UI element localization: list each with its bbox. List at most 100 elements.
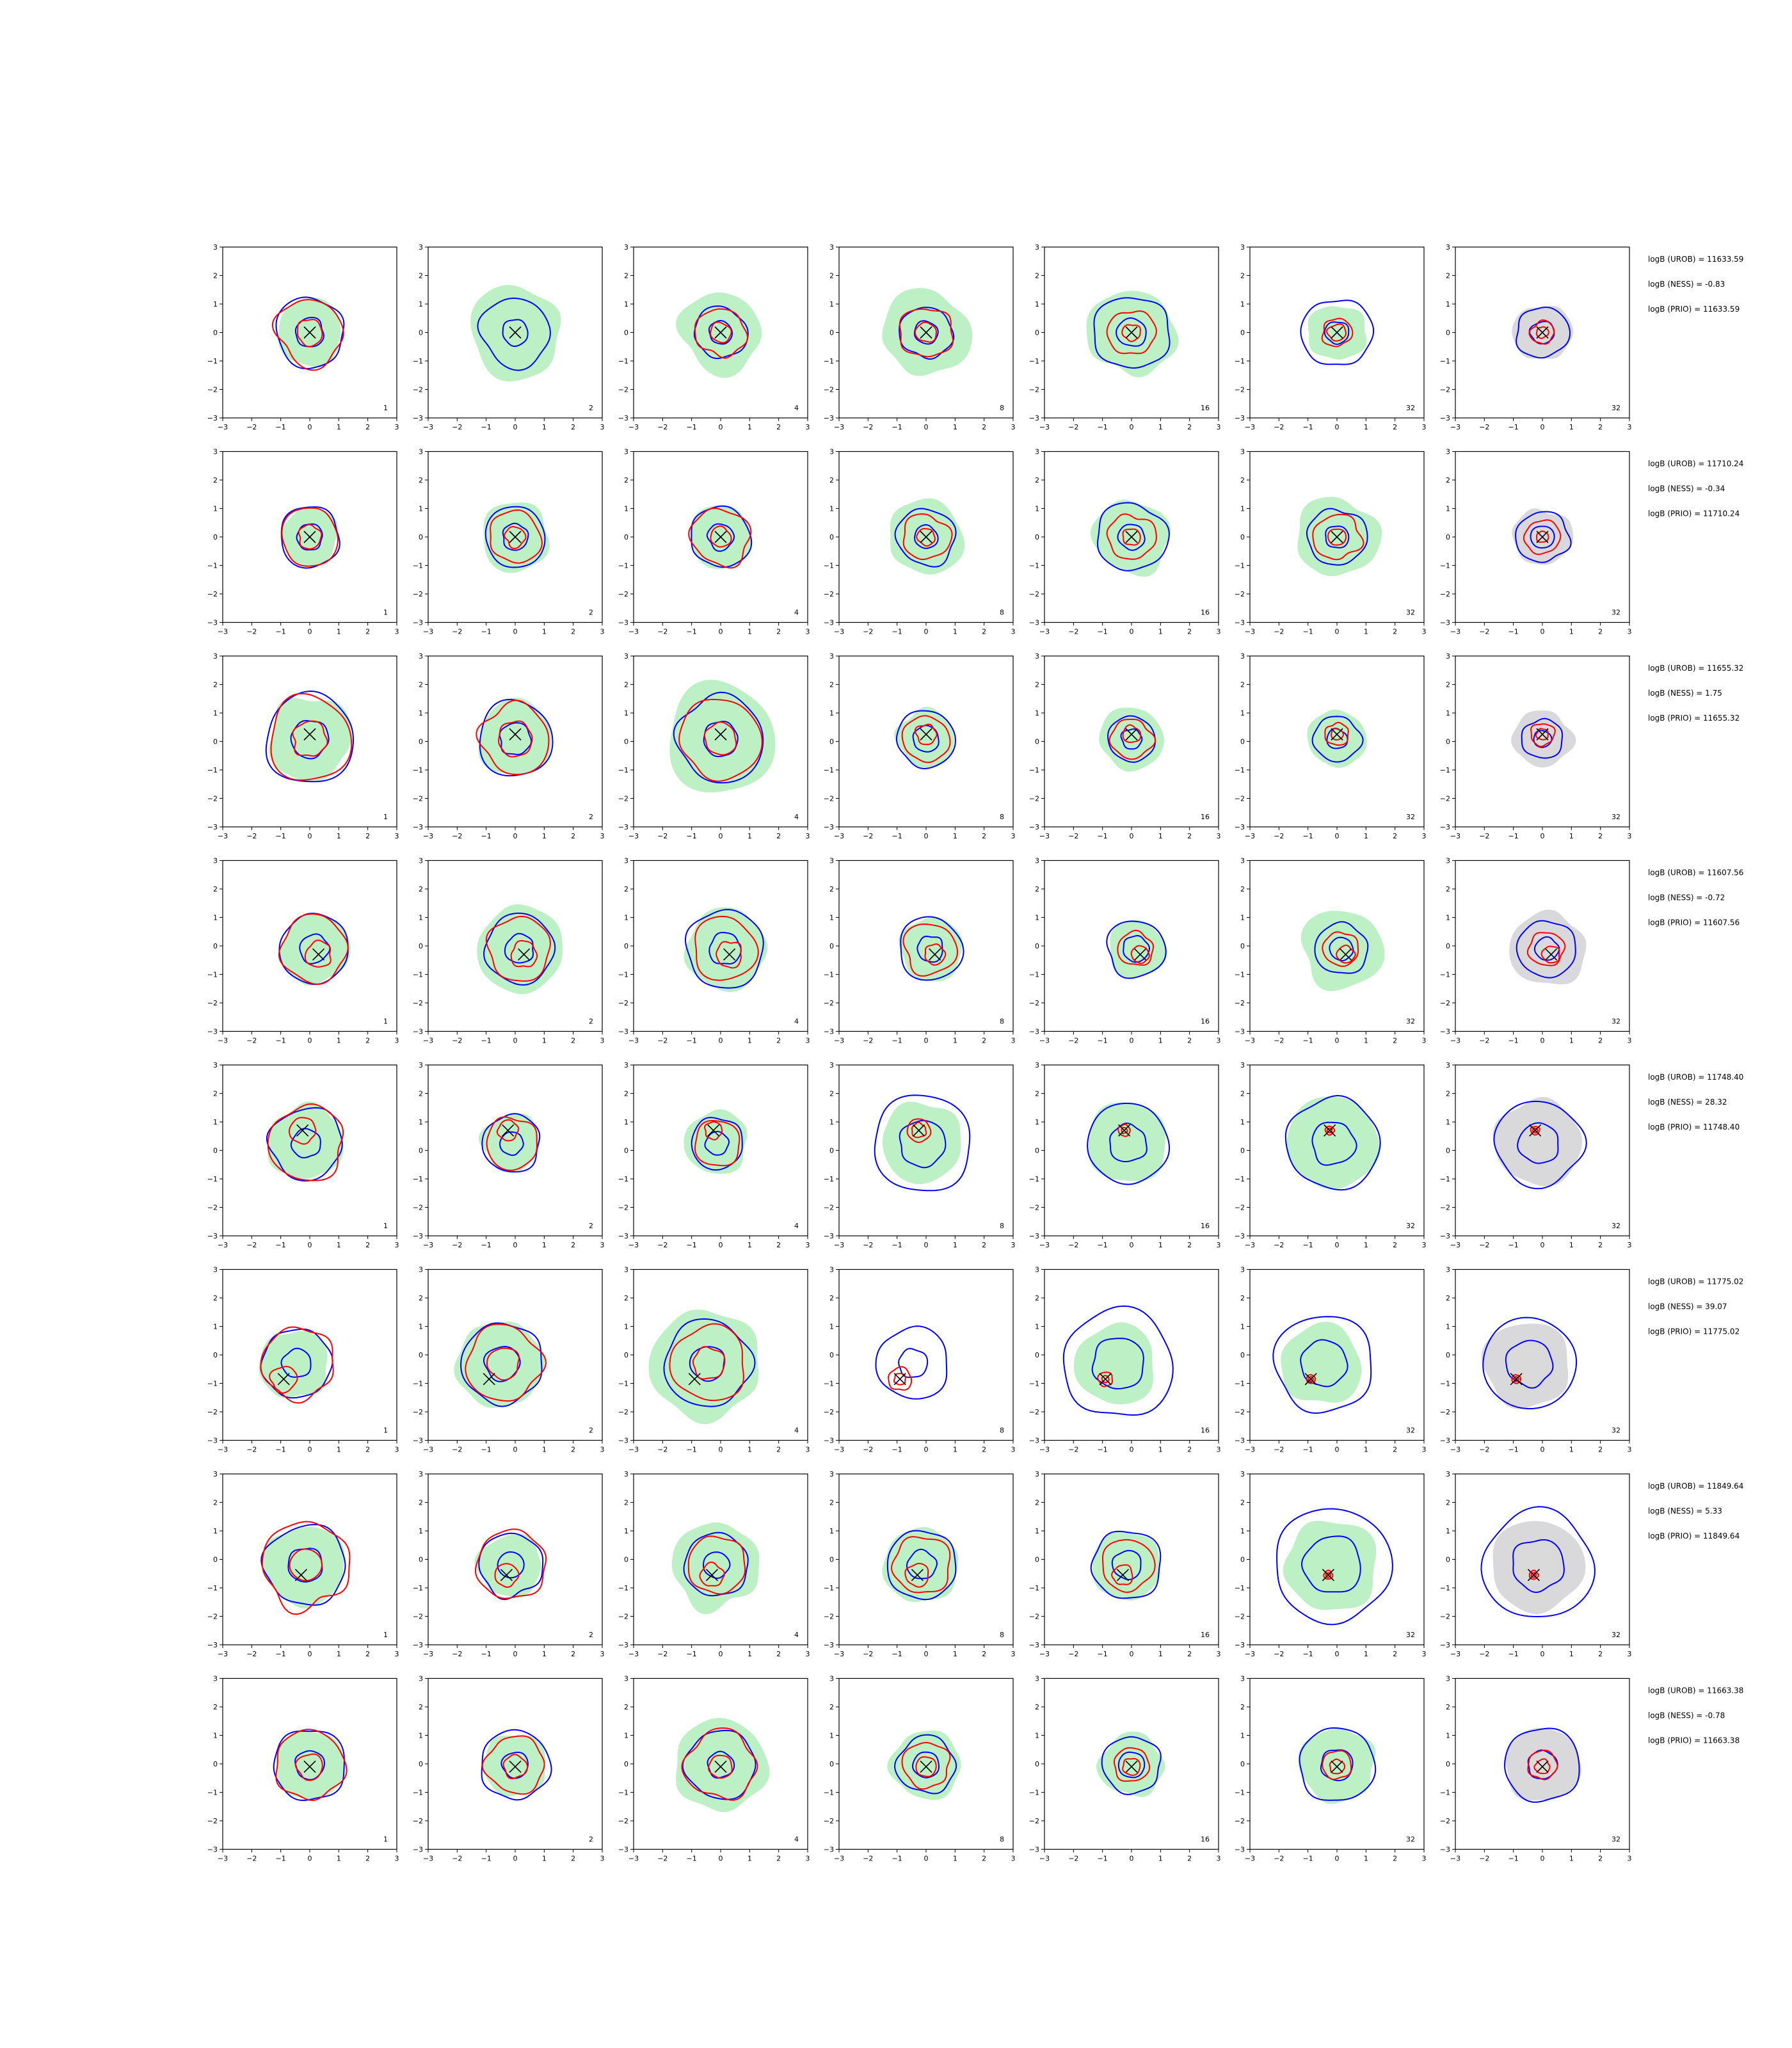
y-tick-label: 0: [829, 942, 834, 950]
panel-plot-area: [474, 1528, 547, 1601]
x-tick-label: 0: [1130, 1650, 1134, 1658]
y-tick-label: −1: [1029, 1175, 1039, 1183]
y-tick-label: 1: [829, 505, 834, 513]
y-tick-label: −2: [1235, 1204, 1245, 1212]
y-tick-label: 3: [1240, 448, 1245, 456]
x-tick-label: 0: [719, 1241, 723, 1249]
panel-plot-area: [1099, 707, 1164, 772]
robust-contour-line: [261, 1521, 351, 1615]
robust-contour-line: [1322, 931, 1359, 967]
x-tick-label: −3: [834, 1037, 844, 1045]
y-tick-label: 0: [1240, 533, 1245, 541]
x-tick-label: −1: [1303, 423, 1313, 431]
unrobust-contour-line: [502, 522, 529, 551]
panel-sample-tag: 32: [1612, 404, 1620, 412]
true-value-marker: [1536, 1760, 1549, 1773]
robust-contour-line: [1536, 530, 1549, 543]
x-tick-label: −2: [863, 423, 873, 431]
y-tick-label: −2: [207, 386, 218, 394]
robust-contour-line: [703, 721, 737, 756]
x-tick-label: 1: [542, 1037, 547, 1045]
x-tick-label: 3: [395, 628, 399, 636]
y-tick-label: −1: [1235, 562, 1245, 570]
y-tick-label: 1: [1035, 1118, 1039, 1126]
filled-density-inner: [495, 1552, 524, 1580]
y-tick-label: 1: [829, 300, 834, 308]
x-tick-label: −1: [481, 1650, 492, 1658]
x-tick-label: 1: [337, 1037, 341, 1045]
filled-density-inner: [1109, 1124, 1146, 1162]
x-tick-label: 3: [395, 1446, 399, 1454]
y-tick-label: −3: [413, 1437, 423, 1445]
y-tick-label: 0: [213, 738, 218, 746]
panel: −3 −2 −1 0 1 2 3 3 2 1 0 −1 −2 −3 16: [1029, 448, 1221, 636]
x-tick-label: −2: [1068, 1241, 1078, 1249]
x-tick-label: −2: [863, 1037, 873, 1045]
true-value-marker: [714, 531, 727, 543]
robust-contour-line: [485, 915, 551, 982]
x-tick-label: 0: [1540, 1855, 1545, 1863]
true-value-marker: [1340, 948, 1352, 961]
x-tick-label: −2: [1479, 628, 1489, 636]
y-tick-label: 0: [419, 1351, 423, 1359]
true-value-marker: [303, 326, 316, 339]
y-tick-label: −3: [618, 1232, 628, 1240]
panel-plot-area: [454, 1322, 547, 1408]
panel-sample-tag: 2: [589, 1631, 593, 1639]
x-tick-label: 3: [600, 1241, 605, 1249]
panel: −3 −2 −1 0 1 2 3 3 2 1 0 −1 −2 −3 1: [207, 1470, 399, 1658]
y-tick-label: 1: [1240, 1527, 1245, 1535]
x-tick-label: 1: [1158, 1446, 1163, 1454]
x-tick-label: 2: [776, 1650, 781, 1658]
x-tick-label: −2: [1068, 628, 1078, 636]
x-tick-label: −2: [452, 1241, 462, 1249]
y-tick-label: 3: [624, 448, 628, 456]
x-tick-label: 0: [308, 1650, 312, 1658]
y-tick-label: −1: [1440, 1789, 1450, 1797]
x-tick-label: −3: [1039, 1855, 1050, 1863]
x-tick-label: 1: [748, 1446, 752, 1454]
x-tick-label: 2: [571, 628, 575, 636]
x-tick-label: −2: [657, 628, 668, 636]
row-stat-label: logB (PRIO) = 11663.38: [1648, 1736, 1740, 1745]
panel: −3 −2 −1 0 1 2 3 3 2 1 0 −1 −2 −3 16: [1029, 1266, 1221, 1454]
x-tick-label: 2: [365, 1650, 370, 1658]
x-tick-label: 3: [600, 1446, 605, 1454]
panel-plot-area: [1511, 710, 1576, 768]
unrobust-contour-line: [1106, 920, 1167, 979]
x-tick-label: 3: [600, 1650, 605, 1658]
robust-contour-line: [1528, 319, 1555, 345]
unrobust-contour-line: [895, 710, 956, 770]
y-tick-label: 1: [1446, 1732, 1450, 1740]
y-tick-label: −3: [1235, 1437, 1245, 1445]
y-tick-label: 0: [1240, 1760, 1245, 1768]
x-tick-label: 1: [1364, 1446, 1368, 1454]
x-tick-label: −1: [1098, 423, 1108, 431]
robust-contour-line: [1106, 310, 1157, 355]
panel: −3 −2 −1 0 1 2 3 3 2 1 0 −1 −2 −3 8: [824, 1266, 1016, 1454]
x-tick-label: 1: [337, 1650, 341, 1658]
y-tick-label: 3: [213, 243, 218, 252]
true-value-marker: [1099, 1373, 1112, 1386]
y-tick-label: 0: [1035, 329, 1039, 337]
panel-sample-tag: 32: [1406, 1018, 1415, 1026]
y-tick-label: 0: [213, 329, 218, 337]
x-tick-label: −1: [1303, 1855, 1313, 1863]
y-tick-label: −1: [618, 357, 628, 365]
y-tick-label: −3: [1440, 1028, 1450, 1036]
row-stat-label: logB (NESS) = 39.07: [1648, 1302, 1727, 1311]
panel-plot-area: [273, 1729, 348, 1802]
y-tick-label: 3: [213, 1266, 218, 1274]
y-tick-label: 3: [829, 1470, 834, 1478]
true-value-marker: [1536, 531, 1549, 543]
y-tick-label: 2: [1240, 476, 1245, 484]
x-tick-label: 1: [542, 628, 547, 636]
panel-sample-tag: 16: [1201, 1631, 1210, 1639]
panel-sample-tag: 1: [383, 1018, 388, 1026]
x-tick-label: −3: [423, 1650, 433, 1658]
x-tick-label: 3: [806, 832, 810, 840]
unrobust-contour-line: [1482, 1316, 1578, 1410]
